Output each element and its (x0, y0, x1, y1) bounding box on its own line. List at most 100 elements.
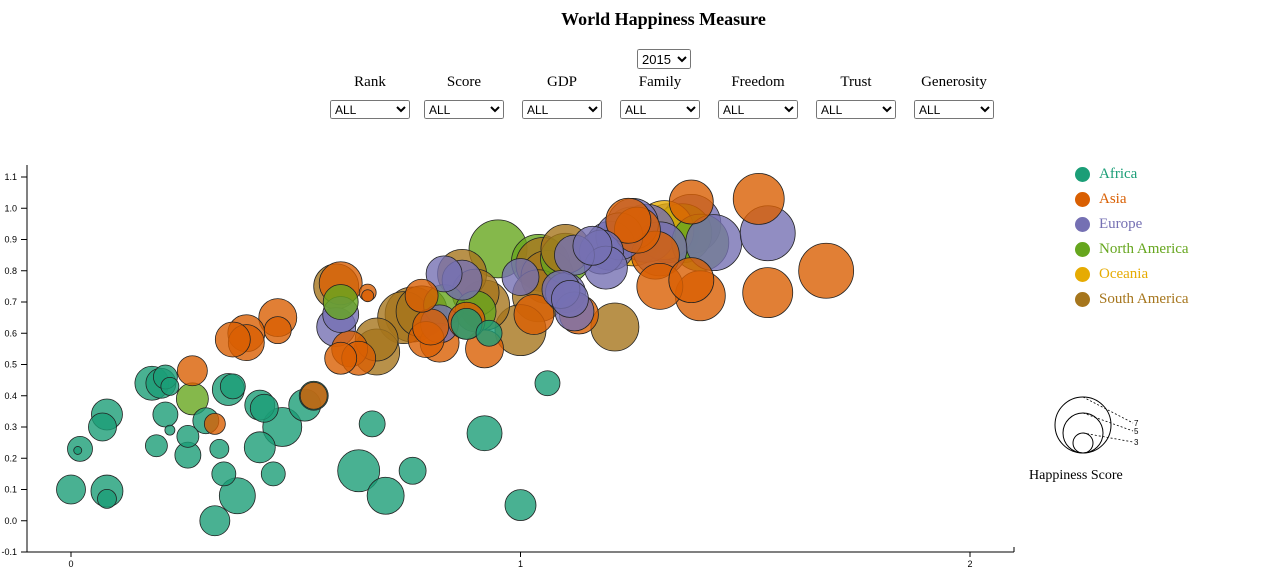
filter-score-select[interactable]: ALL (424, 100, 504, 119)
bubble-asia (203, 412, 226, 435)
bubble-north-america (322, 284, 359, 320)
legend-item-africa[interactable]: Africa (1075, 163, 1137, 185)
legend-swatch (1075, 291, 1090, 307)
size-legend-guide-5 (1082, 412, 1134, 432)
bubble-africa (211, 461, 237, 487)
size-legend-value-5: 5 (1134, 427, 1139, 436)
y-tick-label-5: 0.4 (4, 391, 17, 401)
legend-item-north-america[interactable]: North America (1075, 238, 1189, 260)
legend-label: Europe (1099, 215, 1143, 232)
x-tick-label-0: 0 (68, 559, 73, 569)
filter-family: Family ALL (614, 72, 706, 119)
bubble-asia (742, 267, 794, 319)
y-tick-label-10: 0.9 (4, 235, 17, 245)
bubble-asia (263, 316, 292, 345)
bubble-asia (412, 308, 450, 346)
filter-family-select[interactable]: ALL (620, 100, 700, 119)
bubble-europe (572, 225, 613, 266)
legend-swatch (1075, 266, 1090, 282)
page-title: World Happiness Measure (561, 9, 766, 29)
size-legend: 7 5 3 (1054, 396, 1139, 454)
filter-rank-select[interactable]: ALL (330, 100, 410, 119)
filter-generosity-label: Generosity (921, 74, 987, 90)
bubble-africa (219, 373, 246, 400)
bubble-asia (798, 242, 855, 299)
bubble-africa (152, 401, 179, 428)
filter-gdp-select[interactable]: ALL (522, 100, 602, 119)
filter-score: Score ALL (418, 72, 510, 119)
bubble-asia (299, 381, 328, 410)
filter-gdp: GDP ALL (516, 72, 608, 119)
y-tick-label-2: 0.1 (4, 485, 17, 495)
filter-trust-select[interactable]: ALL (816, 100, 896, 119)
bubble-layer (56, 172, 855, 537)
size-legend-guide-3 (1082, 432, 1134, 443)
bubble-africa (160, 376, 180, 396)
y-tick-label-0: -0.1 (1, 547, 17, 557)
bubble-asia (324, 341, 358, 375)
legend-item-oceania[interactable]: Oceania (1075, 263, 1148, 285)
size-legend-guide-7 (1082, 396, 1134, 424)
bubble-asia (404, 278, 439, 313)
filter-generosity-select[interactable]: ALL (914, 100, 994, 119)
bubble-asia (732, 172, 785, 225)
bubble-africa (475, 319, 503, 347)
filter-generosity: Generosity ALL (908, 72, 1000, 119)
y-tick-label-6: 0.5 (4, 360, 17, 370)
bubble-africa (243, 431, 276, 464)
bubble-africa (398, 456, 427, 485)
x-tick-label-2: 2 (967, 559, 972, 569)
legend-swatch (1075, 166, 1090, 182)
filter-freedom-select[interactable]: ALL (718, 100, 798, 119)
legend-swatch (1075, 216, 1090, 232)
bubble-asia (176, 355, 208, 387)
bubble-europe (551, 279, 589, 318)
size-legend-value-7: 7 (1134, 419, 1139, 428)
y-tick-label-9: 0.8 (4, 266, 17, 276)
legend-label: North America (1099, 240, 1189, 257)
bubble-africa (56, 474, 86, 505)
bubble-asia (361, 289, 375, 303)
bubble-africa (358, 410, 386, 438)
bubble-africa (260, 461, 286, 487)
legend-item-asia[interactable]: Asia (1075, 188, 1127, 210)
bubble-africa (88, 412, 117, 442)
bubble-africa (145, 434, 168, 458)
size-legend-circle-7 (1054, 396, 1112, 454)
x-tick-label-1: 1 (518, 559, 523, 569)
bubble-asia (668, 257, 715, 304)
chart-axes: -0.1 0.0 0.1 0.2 0.3 0.4 0.5 0.6 0.7 0.8 0.9 1.0 1.1… (1, 165, 1015, 569)
legend-item-europe[interactable]: Europe (1075, 213, 1142, 235)
bubble-europe (425, 255, 463, 293)
bubble-asia (605, 197, 652, 244)
bubble-africa (218, 477, 256, 515)
legend-item-south-america[interactable]: South America (1075, 288, 1189, 310)
size-legend-title: Happiness Score (1029, 468, 1123, 483)
bubble-africa (176, 424, 200, 448)
bubble-africa (466, 415, 503, 452)
bubble-africa (249, 393, 279, 423)
year-select[interactable]: 2015 (637, 49, 691, 69)
bubble-africa (199, 505, 231, 537)
filter-trust: Trust ALL (810, 72, 902, 119)
filter-rank: Rank ALL (324, 72, 416, 119)
filter-freedom: Freedom ALL (712, 72, 804, 119)
y-tick-label-1: 0.0 (4, 516, 17, 526)
bubble-africa (164, 424, 176, 436)
bubble-africa (209, 438, 230, 459)
legend-label: South America (1099, 290, 1189, 307)
size-legend-circle-3 (1072, 432, 1094, 454)
bubble-asia (513, 294, 555, 335)
bubble-africa (504, 489, 537, 522)
bubble-asia (214, 321, 251, 358)
bubble-europe (501, 258, 540, 296)
bubble-africa (73, 446, 83, 455)
filter-family-label: Family (638, 74, 682, 90)
filter-score-label: Score (446, 74, 482, 90)
bubble-africa (97, 488, 117, 509)
size-legend-value-3: 3 (1134, 438, 1139, 447)
y-tick-label-3: 0.2 (4, 453, 17, 463)
filter-rank-label: Rank (354, 74, 386, 90)
y-tick-label-7: 0.6 (4, 328, 17, 338)
